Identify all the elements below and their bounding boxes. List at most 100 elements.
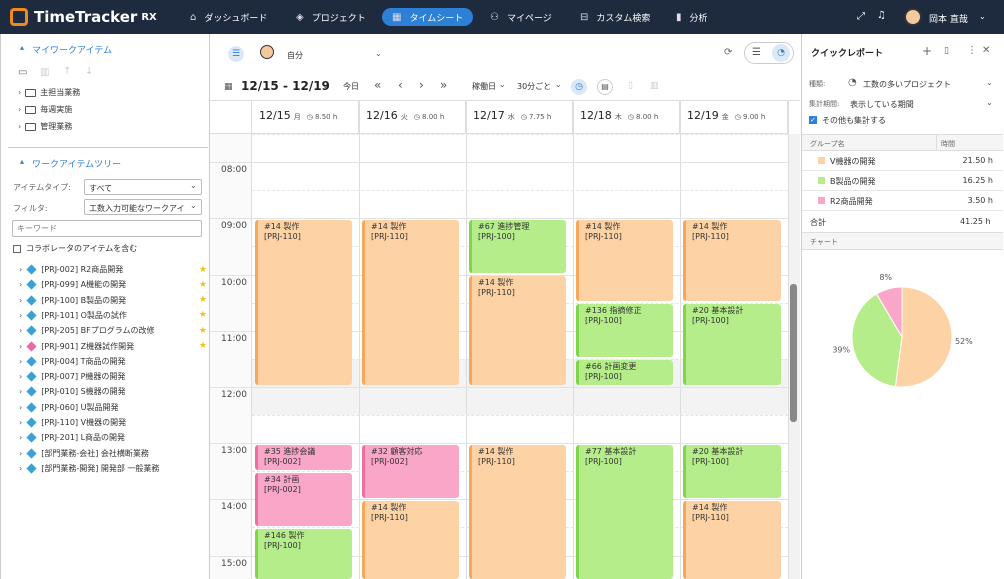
chevron-right-icon[interactable]: › <box>18 88 22 97</box>
star-icon[interactable]: ★ <box>198 310 207 321</box>
collapse-icon[interactable]: ▴ <box>20 43 25 52</box>
report-row[interactable]: R2商品開発 3.50 h <box>802 191 1003 211</box>
pie-slice[interactable] <box>875 286 903 339</box>
tree-item[interactable]: › [PRJ-099] A機能の開発 ★ <box>19 279 207 290</box>
print-icon[interactable]: ▤ <box>597 79 613 95</box>
tree-item[interactable]: › [PRJ-201] L商品の開発 <box>19 432 207 443</box>
date-range[interactable]: 12/15 - 12/19 <box>241 79 330 93</box>
nav-home[interactable]: ⌂ ダッシュボード <box>190 8 267 26</box>
chevron-right-icon[interactable]: › <box>19 387 23 397</box>
tree-item[interactable]: › [PRJ-100] B製品の開発 ★ <box>19 295 207 306</box>
pie-slice[interactable] <box>851 293 903 388</box>
chevron-right-icon[interactable]: › <box>19 463 23 473</box>
time-entry[interactable]: #14 製作 [PRJ-110] <box>362 219 459 386</box>
tree-item[interactable]: › [部門業務-開発] 開発部 一般業務 <box>19 463 207 474</box>
tree-item[interactable]: › [PRJ-110] V機器の開発 <box>19 417 207 428</box>
nav-cube[interactable]: ◈ プロジェクト <box>296 8 366 26</box>
chevron-right-icon[interactable]: › <box>19 310 23 320</box>
star-icon[interactable]: ★ <box>198 279 207 290</box>
menu-icon[interactable]: ☰ <box>228 46 244 62</box>
tree-item[interactable]: › [PRJ-007] P機器の開発 <box>19 371 207 382</box>
time-entry[interactable]: #14 製作 [PRJ-110] <box>469 276 566 386</box>
chevron-right-icon[interactable]: › <box>19 341 23 351</box>
nav-calendar[interactable]: ▦ タイムシート <box>382 8 474 26</box>
collab-checkbox[interactable] <box>13 245 21 253</box>
chevron-down-icon[interactable]: ⌄ <box>190 201 197 210</box>
calendar-icon[interactable]: ▦ <box>224 82 233 92</box>
my-item[interactable]: › 管理業務 <box>18 121 72 132</box>
today-button[interactable]: 今日 <box>343 82 359 91</box>
chevron-right-icon[interactable]: › <box>19 280 23 290</box>
my-item[interactable]: › 毎週実施 <box>18 104 72 115</box>
filter-select[interactable]: 工数入力可能なワークアイ <box>84 199 202 215</box>
star-icon[interactable]: ★ <box>198 325 207 336</box>
chevron-down-icon[interactable]: ⌄ <box>190 181 197 190</box>
list-view-icon[interactable]: ☰ <box>752 47 761 58</box>
tree-item[interactable]: › [PRJ-002] R2商品開発 ★ <box>19 264 207 275</box>
report-type-value[interactable]: 工数の多いプロジェクト <box>863 80 951 89</box>
tree-item[interactable]: › [部門業務-会社] 会社横断業務 <box>19 448 207 459</box>
tree-item[interactable]: › [PRJ-060] U製品開発 <box>19 402 207 413</box>
chevron-down-icon[interactable]: ⌄ <box>979 12 986 21</box>
clock-toggle-icon[interactable]: ◷ <box>571 79 587 95</box>
refresh-icon[interactable]: ⟳ <box>724 47 733 58</box>
time-entry[interactable]: #14 製作 [PRJ-110] <box>362 500 459 579</box>
day-header[interactable]: 12/15 月 ◷ 8.50 h <box>252 100 359 134</box>
more-icon[interactable]: ⋮ <box>967 45 977 56</box>
prev-week-icon[interactable]: « <box>374 78 382 92</box>
tree-item[interactable]: › [PRJ-205] BFプログラムの改修 ★ <box>19 325 207 336</box>
time-entry[interactable]: #66 計画変更 [PRJ-100] <box>576 360 673 386</box>
chevron-right-icon[interactable]: › <box>18 122 22 131</box>
close-icon[interactable]: ✕ <box>982 45 991 56</box>
chevron-right-icon[interactable]: › <box>19 402 23 412</box>
add-folder-icon[interactable]: ▭ <box>18 67 28 78</box>
tree-item[interactable]: › [PRJ-010] S機器の開発 <box>19 386 207 397</box>
chevron-right-icon[interactable]: › <box>18 105 22 114</box>
nav-user[interactable]: ⚇ マイページ <box>490 8 552 26</box>
chevron-down-icon[interactable]: ⌄ <box>499 80 506 89</box>
chevron-right-icon[interactable]: › <box>19 356 23 366</box>
chevron-right-icon[interactable]: › <box>19 433 23 443</box>
fullscreen-icon[interactable]: ⤢ <box>857 11 865 22</box>
day-header[interactable]: 12/16 火 ◷ 8.00 h <box>359 100 466 134</box>
time-entry[interactable]: #32 顧客対応 [PRJ-002] <box>362 444 459 498</box>
item-type-select[interactable]: すべて <box>84 179 202 195</box>
app-logo[interactable]: TimeTracker RX <box>10 7 157 27</box>
tree-item[interactable]: › [PRJ-901] Z機器試作開発 ★ <box>19 340 207 352</box>
time-entry[interactable]: #14 製作 [PRJ-110] <box>576 219 673 302</box>
collapse-icon[interactable]: ▴ <box>20 157 25 166</box>
nav-bar-chart[interactable]: ▮ 分析 <box>676 8 708 26</box>
nav-search-list[interactable]: ⊟ カスタム検索 <box>580 8 650 26</box>
user-select-value[interactable]: 自分 <box>287 51 303 60</box>
bell-icon[interactable]: ♫ <box>877 10 886 21</box>
my-item[interactable]: › 主担当業務 <box>18 87 80 98</box>
chevron-down-icon[interactable]: ⌄ <box>322 81 329 90</box>
chevron-down-icon[interactable]: ⌄ <box>986 98 993 107</box>
interval-select[interactable]: 30分ごと <box>517 82 552 91</box>
time-entry[interactable]: #14 製作 [PRJ-110] <box>683 500 781 579</box>
report-row[interactable]: B製品の開発 16.25 h <box>802 171 1003 191</box>
time-entry[interactable]: #34 計画 [PRJ-002] <box>255 472 352 526</box>
time-entry[interactable]: #136 指摘修正 [PRJ-100] <box>576 304 673 358</box>
export-icon[interactable]: ▯ <box>944 46 949 56</box>
next-week-icon[interactable]: » <box>440 78 448 92</box>
day-header[interactable]: 12/18 木 ◷ 8.00 h <box>573 100 680 134</box>
star-icon[interactable]: ★ <box>198 295 207 306</box>
chevron-right-icon[interactable]: › <box>19 295 23 305</box>
add-icon[interactable]: + <box>922 44 933 58</box>
chevron-right-icon[interactable]: › <box>19 418 23 427</box>
others-checkbox[interactable]: ✓ <box>809 116 817 124</box>
chevron-right-icon[interactable]: › <box>19 265 23 274</box>
star-icon[interactable]: ★ <box>198 341 207 351</box>
pie-view-icon[interactable]: ◔ <box>772 44 790 62</box>
avatar[interactable] <box>904 8 922 26</box>
keyword-input[interactable] <box>12 220 202 237</box>
chevron-right-icon[interactable]: › <box>19 448 23 458</box>
time-entry[interactable]: #35 進捗会議 [PRJ-002] <box>255 444 352 470</box>
chevron-down-icon[interactable]: ⌄ <box>375 49 382 58</box>
scrollbar-thumb[interactable] <box>790 284 797 422</box>
report-period-value[interactable]: 表示している期間 <box>850 100 914 109</box>
chevron-right-icon[interactable]: › <box>19 326 23 336</box>
time-entry[interactable]: #14 製作 [PRJ-110] <box>683 219 781 302</box>
chevron-right-icon[interactable]: › <box>19 372 23 382</box>
